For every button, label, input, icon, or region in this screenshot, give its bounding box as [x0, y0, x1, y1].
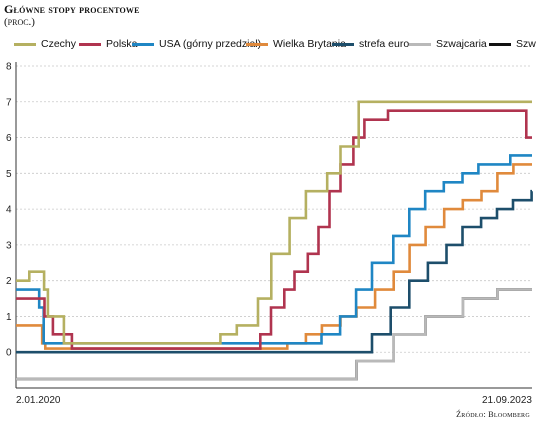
- chart-legend: Czechy Polska USA (górny przedział) Wielka …: [14, 38, 536, 56]
- legend-swatch: [246, 42, 268, 46]
- y-tick-label: 6: [6, 133, 12, 144]
- legend-item: strefa euro: [332, 38, 409, 50]
- y-tick-label: 1: [6, 312, 12, 323]
- legend-label: Szwajcaria: [436, 38, 487, 50]
- legend-label: Czechy: [41, 38, 77, 50]
- series-line: [16, 163, 532, 350]
- legend-swatch: [132, 42, 154, 46]
- legend-label: USA (górny przedział): [159, 38, 262, 50]
- legend-swatch: [14, 42, 36, 46]
- series-line: [16, 288, 532, 381]
- y-tick-label: 5: [6, 169, 12, 180]
- y-tick-label: 0: [6, 348, 12, 359]
- series-line: [16, 100, 532, 345]
- series-line: [16, 288, 532, 381]
- legend-swatch: [79, 42, 101, 46]
- series-line: [16, 109, 532, 350]
- legend-item: Wielka Brytania: [246, 38, 346, 50]
- y-tick-label: 2: [6, 276, 12, 287]
- legend-label: Wielka Brytania: [273, 38, 346, 50]
- legend-label: Polska: [106, 38, 138, 50]
- y-tick-label: 3: [6, 240, 12, 251]
- chart-title: Główne stopy procentowe: [4, 2, 140, 16]
- x-tick-label: 21.09.2023: [482, 395, 532, 406]
- x-tick-label: 2.01.2020: [16, 395, 61, 406]
- legend-label: Szwecja: [516, 38, 536, 50]
- series-line: [16, 189, 533, 354]
- y-tick-label: 8: [6, 62, 12, 73]
- legend-item: Polska: [79, 38, 138, 50]
- source-note: Źródło: Bloomberg: [456, 410, 530, 419]
- legend-label: strefa euro: [359, 38, 410, 50]
- legend-item: USA (górny przedział): [132, 38, 261, 50]
- legend-item: Czechy: [14, 38, 76, 50]
- legend-swatch: [489, 42, 511, 46]
- legend-swatch: [332, 42, 354, 46]
- legend-swatch: [409, 42, 431, 46]
- legend-item: Szwajcaria: [409, 38, 487, 50]
- y-tick-label: 4: [6, 205, 12, 216]
- legend-item: Szwecja: [489, 38, 536, 50]
- chart-subtitle: (proc.): [4, 16, 35, 28]
- y-tick-label: 7: [6, 97, 12, 108]
